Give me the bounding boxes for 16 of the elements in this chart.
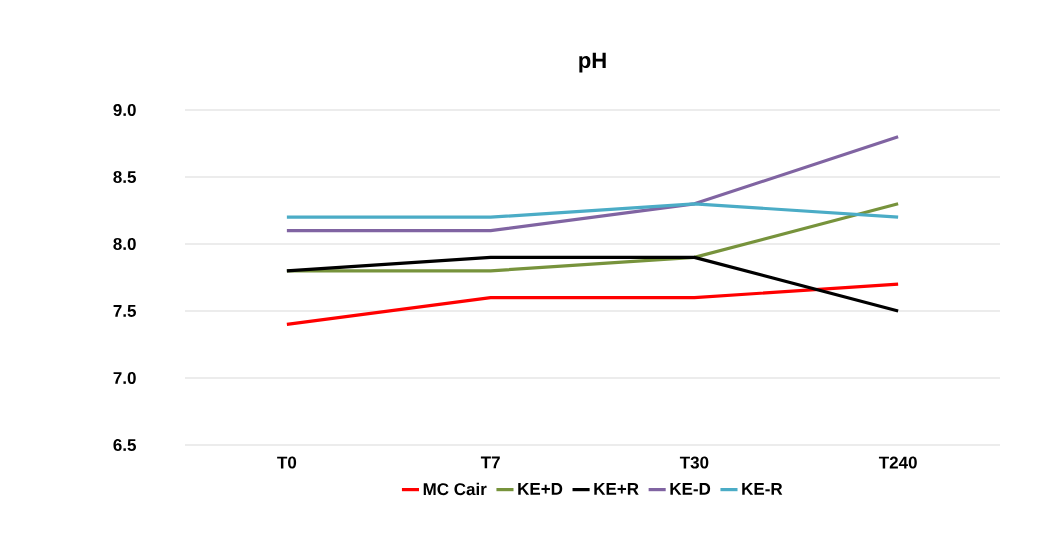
y-tick-label: 8.0 bbox=[113, 237, 136, 251]
legend-label: KE-D bbox=[670, 483, 711, 495]
y-tick-label: 7.0 bbox=[113, 371, 136, 385]
legend-label: KE+R bbox=[594, 483, 639, 495]
x-tick-label: T30 bbox=[679, 456, 709, 469]
x-tick-label: T0 bbox=[277, 456, 297, 469]
y-tick-label: 6.5 bbox=[113, 438, 136, 452]
y-tick-label: 8.5 bbox=[113, 170, 136, 184]
y-tick-label: 9.0 bbox=[113, 103, 136, 117]
x-tick-label: T7 bbox=[480, 456, 500, 469]
y-tick-label: 7.5 bbox=[113, 305, 136, 317]
chart-title: pH bbox=[579, 52, 606, 73]
legend-label: KE-R bbox=[742, 483, 783, 495]
legend-label: MC Cair bbox=[423, 482, 487, 496]
x-tick-label: T240 bbox=[878, 456, 917, 469]
legend-label: KE+D bbox=[518, 483, 563, 495]
